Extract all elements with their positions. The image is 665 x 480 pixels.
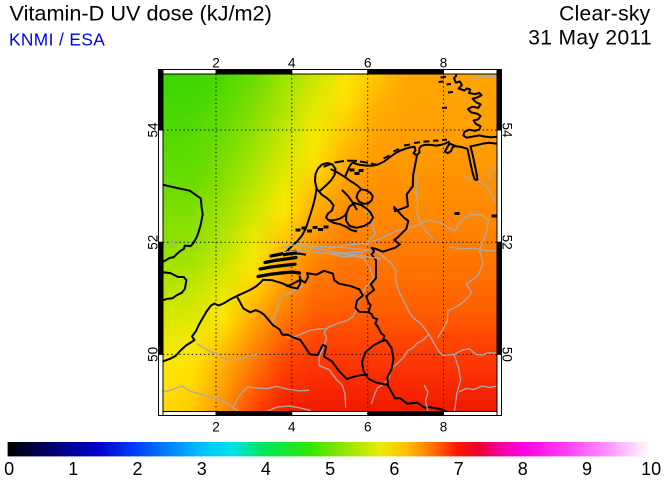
svg-text:52: 52 — [146, 235, 161, 250]
svg-text:31 May 2011: 31 May 2011 — [528, 27, 652, 50]
svg-text:8: 8 — [440, 56, 448, 71]
svg-text:2: 2 — [212, 420, 220, 435]
svg-text:0: 0 — [4, 459, 14, 479]
svg-text:3: 3 — [197, 459, 207, 479]
svg-text:6: 6 — [389, 459, 399, 479]
svg-text:8: 8 — [440, 420, 448, 435]
svg-text:50: 50 — [146, 347, 161, 362]
svg-text:2: 2 — [212, 56, 220, 71]
svg-text:Vitamin-D UV dose (kJ/m2): Vitamin-D UV dose (kJ/m2) — [10, 1, 272, 26]
svg-text:6: 6 — [364, 420, 372, 435]
svg-text:8: 8 — [518, 459, 528, 479]
svg-text:4: 4 — [261, 459, 271, 479]
svg-text:54: 54 — [500, 122, 515, 138]
svg-text:4: 4 — [288, 56, 296, 71]
svg-text:10: 10 — [641, 459, 661, 479]
svg-text:9: 9 — [582, 459, 592, 479]
svg-text:1: 1 — [68, 459, 78, 479]
svg-text:2: 2 — [132, 459, 142, 479]
svg-text:4: 4 — [288, 420, 296, 435]
svg-text:54: 54 — [146, 122, 161, 138]
svg-text:Clear-sky: Clear-sky — [559, 2, 651, 25]
svg-text:50: 50 — [500, 347, 515, 362]
svg-text:7: 7 — [454, 459, 464, 479]
svg-text:6: 6 — [364, 56, 372, 71]
svg-text:52: 52 — [500, 235, 515, 250]
svg-text:5: 5 — [325, 459, 335, 479]
svg-text:KNMI / ESA: KNMI / ESA — [9, 29, 105, 49]
